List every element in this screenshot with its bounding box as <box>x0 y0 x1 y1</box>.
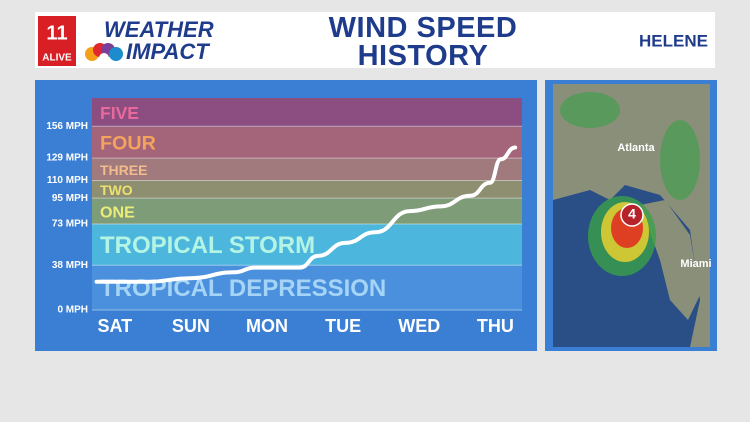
band-label: TWO <box>100 182 133 198</box>
y-tick-label: 95 MPH <box>52 193 88 204</box>
band-label: ONE <box>100 203 135 221</box>
storm-category: 4 <box>628 206 636 222</box>
header-bar <box>35 12 715 68</box>
band <box>92 158 522 181</box>
chart-title: WIND SPEED HISTORY <box>328 12 518 72</box>
storm-name: HELENE <box>639 31 708 50</box>
band-label: TROPICAL STORM <box>100 232 315 259</box>
band-label: THREE <box>100 162 147 178</box>
x-tick-label: TUE <box>325 316 361 336</box>
plot: TROPICAL DEPRESSION TROPICAL STORM ONE TWO T… <box>46 98 522 336</box>
logo-box <box>38 16 76 66</box>
logo-text: ALIVE <box>42 53 72 64</box>
y-tick-label: 0 MPH <box>57 305 88 316</box>
band <box>92 224 522 266</box>
x-tick-label: SUN <box>172 316 210 336</box>
brand-top: WEATHER <box>104 17 214 42</box>
band-label: FIVE <box>100 103 139 123</box>
band <box>92 265 522 310</box>
y-tick-label: 73 MPH <box>52 219 88 230</box>
band <box>92 98 522 127</box>
x-tick-label: WED <box>398 316 440 336</box>
logo-number: 11 <box>46 22 67 44</box>
band <box>92 180 522 199</box>
band-label: FOUR <box>100 132 156 154</box>
city-label: Atlanta <box>617 142 655 154</box>
y-tick-label: 110 MPH <box>47 175 88 186</box>
brand-bottom: IMPACT <box>126 39 210 64</box>
band <box>92 126 522 159</box>
x-tick-label: MON <box>246 316 288 336</box>
band-label: TROPICAL DEPRESSION <box>100 275 386 302</box>
wind-line <box>94 145 518 284</box>
y-tick-label: 156 MPH <box>46 121 88 132</box>
x-tick-label: SAT <box>97 316 132 336</box>
y-tick-label: 129 MPH <box>46 153 88 164</box>
city-label: Miami <box>680 258 711 270</box>
x-tick-label: THU <box>477 316 514 336</box>
peacock <box>85 43 123 63</box>
y-tick-label: 38 MPH <box>52 260 88 271</box>
map: 4 Atlanta Miami <box>545 80 717 351</box>
